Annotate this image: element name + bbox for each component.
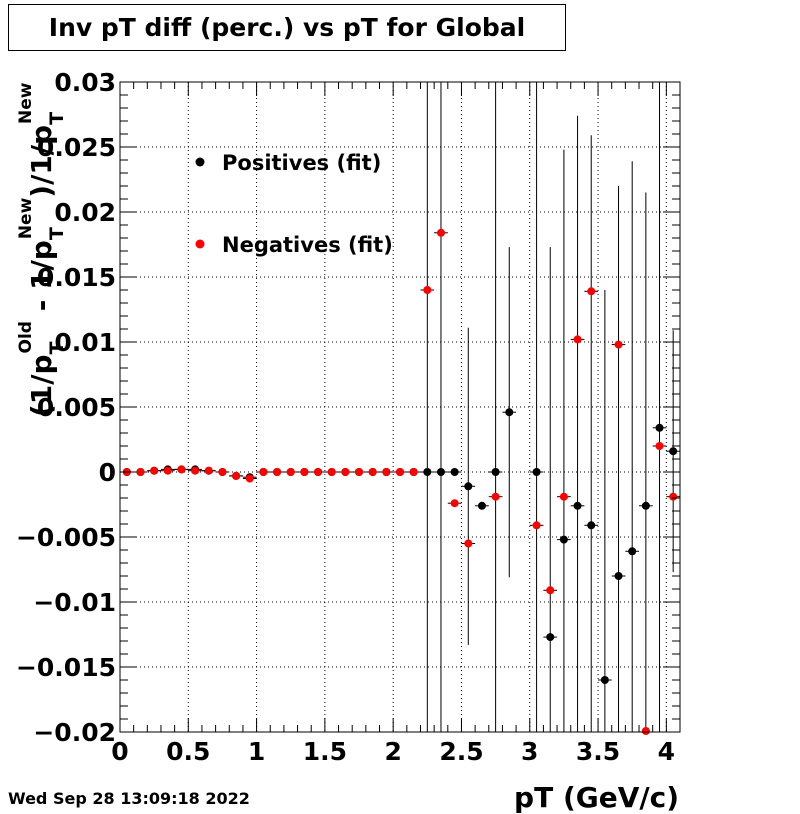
data-point [191,466,200,475]
data-point [655,442,664,450]
data-point [669,447,678,456]
data-point [491,492,500,501]
data-point [559,492,568,501]
data-point [546,586,555,595]
y-tick-label: −0.02 [33,718,116,747]
x-tick-label: 4 [658,737,675,766]
x-tick-label: 2.5 [439,737,483,766]
data-point [587,521,596,530]
legend-label: Negatives (fit) [222,233,393,257]
data-point [245,474,254,483]
data-point [477,501,486,510]
data-point [600,676,609,684]
data-point [546,633,555,642]
data-point [505,408,514,417]
data-point [341,468,350,476]
data-point [436,228,445,237]
data-point [300,468,309,476]
data-point [614,340,623,349]
data-point [136,468,145,476]
data-point [382,468,391,476]
y-tick-label: −0.005 [16,523,116,552]
legend-marker [195,239,205,249]
data-point [232,471,241,480]
data-point [573,501,582,510]
data-point [177,465,186,474]
data-point [464,539,473,548]
data-point [368,468,377,476]
timestamp: Wed Sep 28 13:09:18 2022 [8,789,250,808]
data-point [396,468,404,476]
data-point [218,468,227,476]
chart-title: Inv pT diff (perc.) vs pT for Global [8,4,566,51]
data-point [573,335,582,344]
y-tick-label: −0.015 [16,653,116,682]
data-point [150,466,159,475]
y-tick-label: 0.03 [54,68,116,97]
x-tick-label: 1 [248,737,265,766]
series-layer [120,82,680,735]
data-point [491,468,500,476]
data-point [532,521,541,530]
x-axis-label: pT (GeV/c) [514,781,679,814]
y-tick-label: 0.02 [54,198,116,227]
y-axis-label: (1/pTOld - 1/pTNew)/1/pTNew [16,82,68,417]
x-tick-label: 3.5 [576,737,620,766]
data-point [655,423,664,432]
data-point [423,468,432,476]
y-tick-label: 0 [99,458,116,487]
data-point [628,547,637,556]
data-point [423,286,432,294]
y-tick-label: −0.01 [33,588,116,617]
data-point [436,468,445,476]
x-tick-label: 3 [521,737,538,766]
data-point [464,482,473,491]
data-point [641,501,650,510]
data-point [273,468,282,476]
data-point [355,468,364,476]
axes-layer: 0 0.5 1 1.5 2 2.5 3 3.5 4 −0.02 −0.015 −0.01 −0.005 0… [16,68,681,766]
data-point [450,499,459,508]
y-tick-label: 0.005 [37,393,116,422]
x-tick-label: 2 [384,737,401,766]
data-point [204,466,213,475]
data-point [559,535,568,544]
data-point [614,572,623,580]
data-point [327,468,336,476]
legend: Positives (fit) Negatives (fit) [195,151,393,257]
data-point [587,287,596,296]
data-point [314,468,323,476]
grid-lines [120,82,680,732]
data-point [641,727,650,735]
legend-label: Positives (fit) [222,151,381,175]
data-point [286,468,295,476]
x-tick-label: 1.5 [303,737,347,766]
data-point [163,466,172,475]
legend-marker [195,157,205,167]
data-point [450,468,459,476]
data-point [532,468,541,476]
x-tick-label: 0.5 [166,737,210,766]
y-tick-label: 0.01 [54,328,116,357]
series-negatives [120,228,680,735]
y-tick-label: 0.015 [37,263,116,292]
y-tick-label: 0.025 [37,133,116,162]
x-tick-label: 0 [111,737,128,766]
data-point [669,492,678,501]
data-point [259,468,268,476]
plot-frame [119,81,681,733]
data-point [409,468,418,476]
